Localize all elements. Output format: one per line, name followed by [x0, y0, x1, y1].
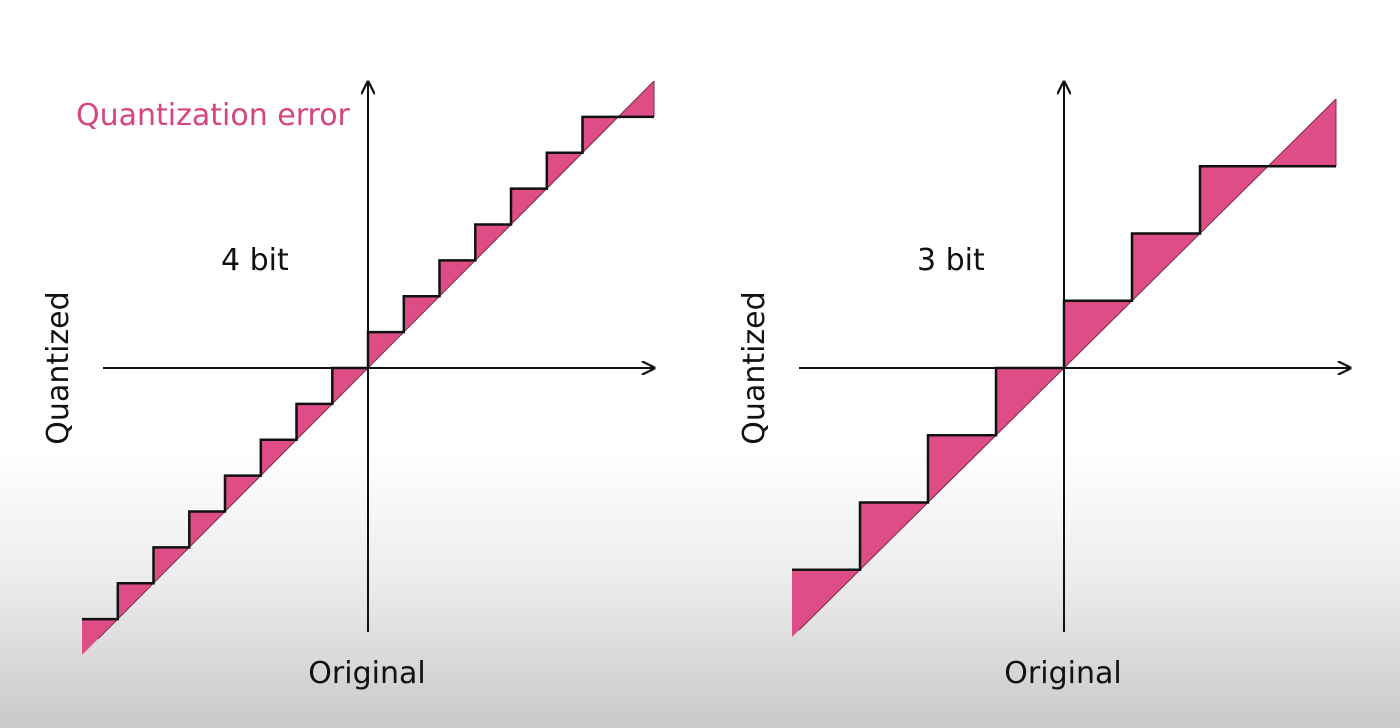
x-axis-label: Original [1004, 656, 1121, 691]
panel-3bit: 3 bit Quantized Original [737, 82, 1350, 691]
bits-label: 3 bit [917, 243, 985, 278]
original-diagonal [97, 80, 655, 640]
original-diagonal [798, 98, 1337, 631]
bits-label: 4 bit [221, 243, 289, 278]
panel-4bit: 4 bit Quantized Original [41, 81, 654, 691]
y-axis-label: Quantized [41, 291, 76, 444]
y-axis-label: Quantized [737, 291, 772, 444]
x-axis-label: Original [308, 656, 425, 691]
quantization-error-label: Quantization error [76, 98, 351, 133]
